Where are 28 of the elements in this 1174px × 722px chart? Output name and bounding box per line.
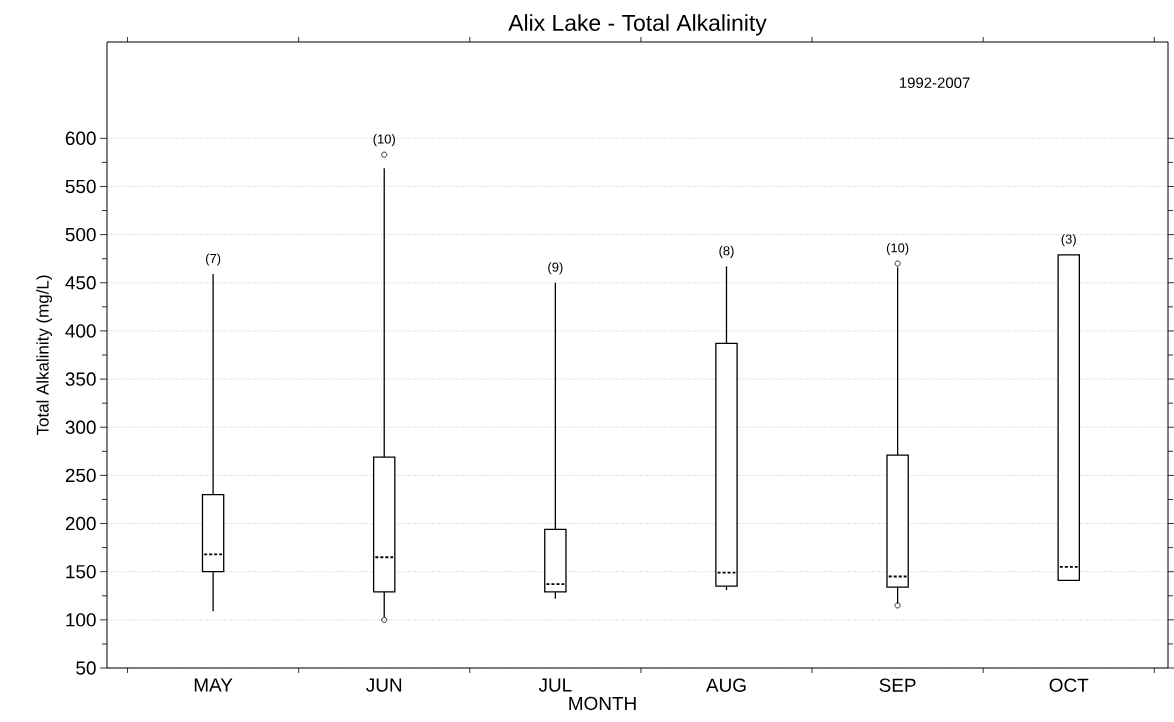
x-tick-label: AUG	[706, 678, 746, 692]
annotation: (10)	[886, 242, 909, 255]
y-tick-label: 450	[65, 276, 96, 290]
annotation: (8)	[719, 245, 734, 258]
chart-title: Alix Lake - Total Alkalinity	[508, 14, 767, 36]
y-tick-label: 350	[65, 372, 96, 386]
y-tick-label: 50	[76, 661, 96, 675]
annotation: 1992-2007	[899, 77, 970, 88]
y-tick-label: 250	[65, 468, 96, 483]
x-tick-label: JUL	[538, 678, 572, 692]
y-tick-label: 500	[65, 227, 96, 242]
x-tick-label: OCT	[1049, 678, 1089, 692]
x-tick-label: MAY	[194, 678, 233, 692]
y-tick-label: 200	[65, 516, 96, 531]
y-tick-label: 550	[65, 179, 96, 194]
y-tick-label: 300	[65, 420, 96, 434]
x-axis-title: MONTH	[569, 696, 636, 711]
annotation: (10)	[373, 134, 395, 147]
y-tick-label: 400	[65, 324, 96, 338]
y-axis-title: Total Alkalinity (mg/L)	[36, 275, 53, 436]
annotation: (9)	[548, 262, 563, 275]
y-tick-label: 150	[66, 564, 96, 579]
annotation: (7)	[205, 253, 221, 266]
x-tick-label: SEP	[879, 678, 916, 692]
x-tick-label: JUN	[366, 678, 402, 692]
y-tick-label: 100	[66, 613, 96, 627]
annotation: (3)	[1061, 234, 1076, 247]
y-tick-label: 600	[65, 131, 96, 146]
